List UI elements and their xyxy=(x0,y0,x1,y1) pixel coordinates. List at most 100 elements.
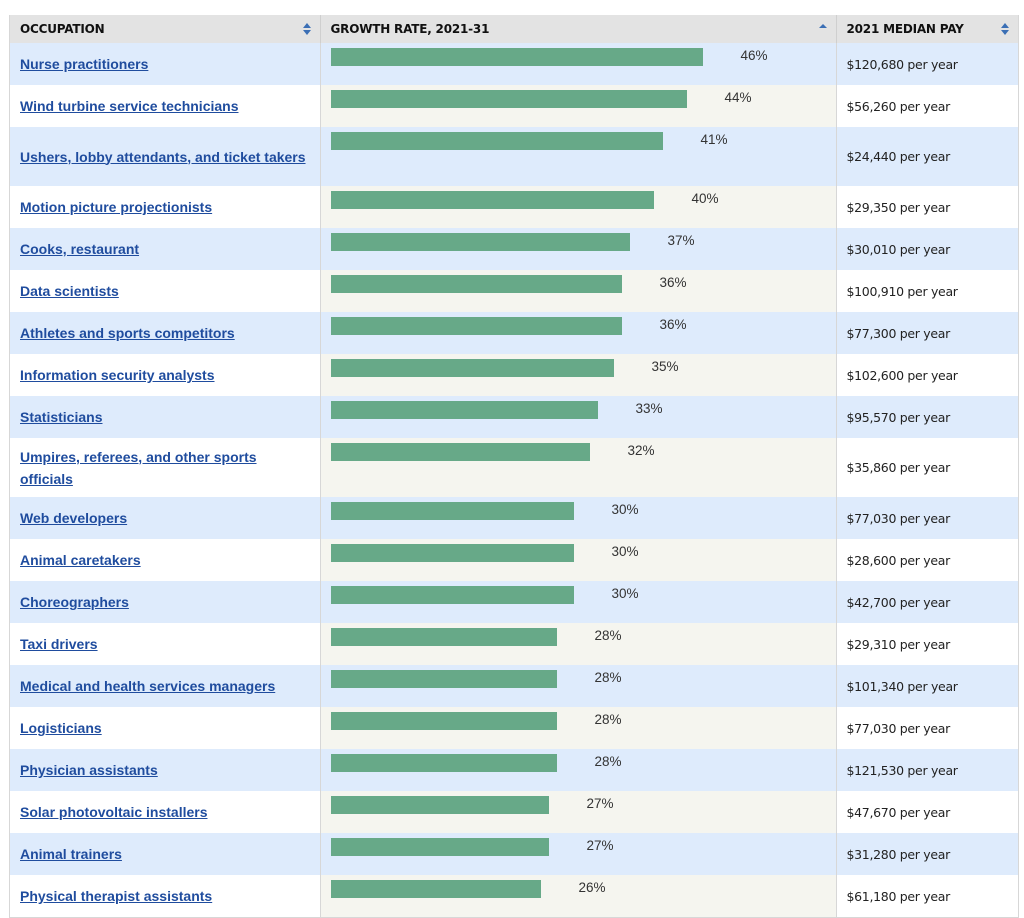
occupation-link[interactable]: Umpires, referees, and other sports offi… xyxy=(20,448,257,487)
growth-bar xyxy=(330,132,663,150)
growth-bar xyxy=(330,233,630,251)
growth-cell: 28% xyxy=(320,623,837,665)
growth-cell: 46% xyxy=(320,43,837,85)
occupation-link[interactable]: Solar photovoltaic installers xyxy=(20,804,208,820)
growth-column-header[interactable]: GROWTH RATE, 2021-31 xyxy=(320,15,837,43)
growth-percent-label: 46% xyxy=(740,48,768,63)
growth-bar xyxy=(330,586,574,604)
occupation-cell: Medical and health services managers xyxy=(10,665,321,707)
table-row: Choreographers 30% $42,700 per year xyxy=(10,581,1018,623)
table-row: Animal trainers 27% $31,280 per year xyxy=(10,833,1018,875)
occupation-cell: Logisticians xyxy=(10,707,321,749)
occupation-link[interactable]: Medical and health services managers xyxy=(20,678,276,694)
growth-bar xyxy=(330,670,557,688)
growth-cell: 36% xyxy=(320,270,837,312)
occupation-link[interactable]: Statisticians xyxy=(20,409,103,425)
median-pay-cell: $102,600 per year xyxy=(836,354,1018,396)
table-body: Nurse practitioners 46% $120,680 per year W… xyxy=(10,43,1018,917)
growth-percent-label: 28% xyxy=(594,628,622,643)
table-row: Solar photovoltaic installers 27% $47,670 … xyxy=(10,791,1018,833)
table-row: Motion picture projectionists 40% $29,350 … xyxy=(10,186,1018,228)
pay-column-header[interactable]: 2021 MEDIAN PAY xyxy=(836,15,1018,43)
growth-cell: 30% xyxy=(320,581,837,623)
growth-bar xyxy=(330,796,549,814)
growth-cell: 28% xyxy=(320,707,837,749)
median-pay-cell: $47,670 per year xyxy=(836,791,1018,833)
growth-percent-label: 40% xyxy=(691,191,719,206)
occupation-cell: Ushers, lobby attendants, and ticket tak… xyxy=(10,127,321,186)
occupation-link[interactable]: Choreographers xyxy=(20,594,129,610)
occupation-cell: Choreographers xyxy=(10,581,321,623)
occupation-link[interactable]: Nurse practitioners xyxy=(20,56,149,72)
median-pay-cell: $28,600 per year xyxy=(836,539,1018,581)
growth-bar xyxy=(330,443,590,461)
table-header-row: OCCUPATION GROWTH RATE, 2021-31 2021 MED… xyxy=(10,15,1018,43)
median-pay-cell: $77,300 per year xyxy=(836,312,1018,354)
occupation-cell: Statisticians xyxy=(10,396,321,438)
occupation-link[interactable]: Taxi drivers xyxy=(20,636,98,652)
occupation-link[interactable]: Animal trainers xyxy=(20,846,122,862)
occupation-link[interactable]: Athletes and sports competitors xyxy=(20,325,235,341)
pay-header-label: 2021 MEDIAN PAY xyxy=(846,22,964,36)
growth-percent-label: 44% xyxy=(724,90,752,105)
occupation-header-label: OCCUPATION xyxy=(20,22,105,36)
growth-percent-label: 37% xyxy=(667,233,695,248)
occupation-link[interactable]: Cooks, restaurant xyxy=(20,241,140,257)
growth-percent-label: 28% xyxy=(594,754,622,769)
occupation-link[interactable]: Logisticians xyxy=(20,720,102,736)
table-row: Ushers, lobby attendants, and ticket tak… xyxy=(10,127,1018,186)
table-row: Medical and health services managers 28% $… xyxy=(10,665,1018,707)
table-row: Cooks, restaurant 37% $30,010 per year xyxy=(10,228,1018,270)
table-row: Umpires, referees, and other sports offi… xyxy=(10,438,1018,497)
occupation-link[interactable]: Motion picture projectionists xyxy=(20,199,213,215)
occupation-link[interactable]: Wind turbine service technicians xyxy=(20,98,239,114)
growth-bar xyxy=(330,544,574,562)
median-pay-cell: $77,030 per year xyxy=(836,707,1018,749)
table-row: Nurse practitioners 46% $120,680 per year xyxy=(10,43,1018,85)
occupation-column-header[interactable]: OCCUPATION xyxy=(10,15,321,43)
median-pay-cell: $56,260 per year xyxy=(836,85,1018,127)
occupation-cell: Animal trainers xyxy=(10,833,321,875)
growth-bar xyxy=(330,628,557,646)
occupation-cell: Nurse practitioners xyxy=(10,43,321,85)
occupation-cell: Athletes and sports competitors xyxy=(10,312,321,354)
median-pay-cell: $101,340 per year xyxy=(836,665,1018,707)
table-row: Statisticians 33% $95,570 per year xyxy=(10,396,1018,438)
occupation-link[interactable]: Physician assistants xyxy=(20,762,158,778)
sort-both-icon[interactable] xyxy=(1000,22,1010,36)
median-pay-cell: $31,280 per year xyxy=(836,833,1018,875)
occupation-link[interactable]: Information security analysts xyxy=(20,367,215,383)
growth-bar xyxy=(330,401,598,419)
growth-cell: 44% xyxy=(320,85,837,127)
occupation-cell: Physical therapist assistants xyxy=(10,875,321,917)
occupation-link[interactable]: Data scientists xyxy=(20,283,119,299)
growth-bar xyxy=(330,754,557,772)
growth-percent-label: 28% xyxy=(594,670,622,685)
occupation-link[interactable]: Web developers xyxy=(20,510,128,526)
growth-cell: 41% xyxy=(320,127,837,186)
occupation-table: OCCUPATION GROWTH RATE, 2021-31 2021 MED… xyxy=(10,15,1018,917)
growth-cell: 30% xyxy=(320,539,837,581)
median-pay-cell: $24,440 per year xyxy=(836,127,1018,186)
growth-cell: 26% xyxy=(320,875,837,917)
table-row: Taxi drivers 28% $29,310 per year xyxy=(10,623,1018,665)
sort-both-icon[interactable] xyxy=(302,22,312,36)
occupation-link[interactable]: Physical therapist assistants xyxy=(20,888,213,904)
growth-cell: 37% xyxy=(320,228,837,270)
median-pay-cell: $42,700 per year xyxy=(836,581,1018,623)
table-row: Animal caretakers 30% $28,600 per year xyxy=(10,539,1018,581)
sort-ascending-icon[interactable] xyxy=(818,22,828,36)
growth-header-label: GROWTH RATE, 2021-31 xyxy=(330,22,490,36)
growth-cell: 40% xyxy=(320,186,837,228)
growth-cell: 36% xyxy=(320,312,837,354)
growth-percent-label: 35% xyxy=(651,359,679,374)
occupation-link[interactable]: Animal caretakers xyxy=(20,552,141,568)
growth-percent-label: 30% xyxy=(611,586,639,601)
occupation-link[interactable]: Ushers, lobby attendants, and ticket tak… xyxy=(20,148,306,165)
growth-bar xyxy=(330,502,574,520)
occupation-cell: Physician assistants xyxy=(10,749,321,791)
growth-bar xyxy=(330,275,622,293)
occupation-cell: Taxi drivers xyxy=(10,623,321,665)
growth-bar xyxy=(330,359,614,377)
table-row: Physician assistants 28% $121,530 per year xyxy=(10,749,1018,791)
